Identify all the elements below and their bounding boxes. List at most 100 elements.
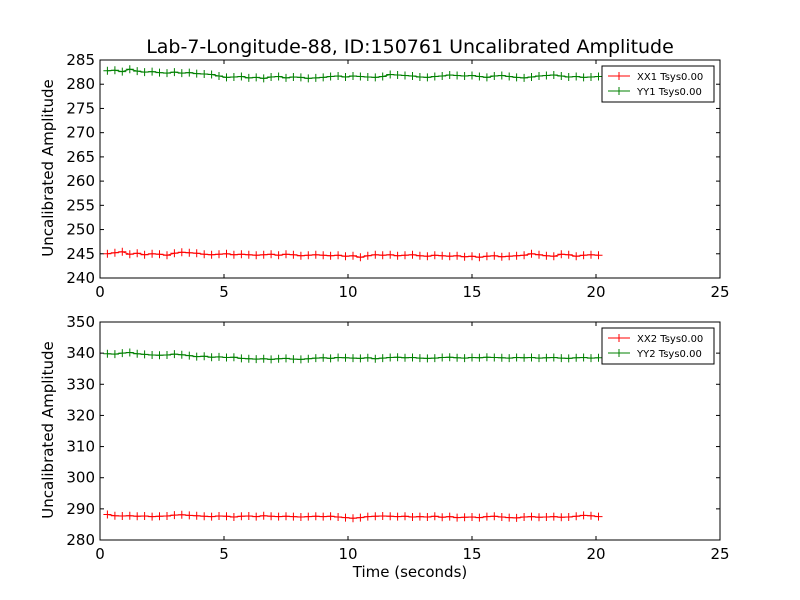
data-point-xx1 [527, 249, 536, 258]
data-point-yy1 [386, 70, 395, 79]
bottom-x-tick-label: 5 [219, 545, 229, 563]
data-point-xx2 [289, 512, 298, 521]
data-point-xx1 [110, 248, 119, 257]
data-point-xx2 [229, 513, 238, 521]
data-point-yy2 [311, 354, 320, 363]
data-point-xx1 [386, 250, 395, 259]
data-point-yy1 [140, 68, 149, 77]
data-point-xx1 [341, 252, 350, 261]
data-point-xx1 [460, 252, 469, 261]
data-point-yy1 [237, 72, 246, 81]
data-point-yy2 [557, 354, 566, 363]
legend-label-xx1: XX1 Tsys0.00 [637, 72, 703, 83]
data-point-xx2 [490, 512, 499, 521]
top-y-axis-label: Uncalibrated Amplitude [39, 79, 57, 256]
bottom-y-tick-label: 340 [66, 344, 95, 362]
data-point-yy1 [415, 73, 424, 81]
data-point-xx1 [222, 249, 231, 258]
data-point-yy2 [520, 353, 529, 362]
data-point-xx1 [334, 251, 343, 260]
data-point-yy2 [445, 353, 454, 362]
data-point-yy1 [475, 72, 484, 81]
data-point-yy1 [252, 73, 261, 82]
bottom-x-tick-label: 15 [462, 545, 481, 563]
data-point-yy1 [118, 67, 127, 76]
data-point-xx2 [177, 510, 186, 519]
data-point-yy2 [282, 354, 290, 363]
data-point-yy2 [572, 353, 581, 362]
data-point-xx2 [274, 512, 283, 521]
data-point-yy1 [267, 73, 276, 81]
data-point-xx2 [363, 512, 372, 521]
data-point-yy1 [222, 73, 231, 82]
data-point-xx2 [520, 513, 529, 521]
data-point-xx1 [192, 249, 201, 258]
data-point-xx1 [215, 250, 223, 259]
data-point-yy2 [103, 349, 112, 358]
data-point-yy2 [490, 353, 499, 362]
data-point-xx1 [356, 253, 365, 262]
data-point-yy2 [148, 351, 157, 359]
data-point-yy2 [401, 353, 409, 362]
data-point-xx1 [133, 249, 142, 258]
data-point-yy1 [356, 72, 365, 81]
data-point-xx1 [252, 251, 261, 260]
data-point-yy2 [192, 352, 201, 361]
data-point-xx2 [267, 512, 276, 521]
data-point-xx2 [200, 512, 209, 521]
data-point-yy2 [118, 349, 127, 358]
data-point-xx1 [453, 251, 462, 260]
data-point-yy2 [535, 354, 543, 363]
data-point-yy1 [170, 68, 179, 77]
data-point-xx2 [125, 511, 134, 520]
data-point-xx1 [319, 251, 328, 260]
data-point-xx1 [401, 251, 409, 260]
data-point-xx1 [237, 250, 246, 259]
data-point-xx2 [549, 512, 558, 521]
data-point-yy1 [512, 73, 521, 82]
data-point-xx1 [304, 251, 313, 260]
data-point-yy1 [542, 71, 551, 80]
data-point-yy2 [527, 353, 536, 362]
data-point-xx2 [244, 512, 253, 520]
data-point-yy1 [453, 71, 462, 80]
data-point-yy2 [304, 354, 313, 363]
data-point-yy2 [497, 353, 506, 362]
chart-title: Lab-7-Longitude-88, ID:150761 Uncalibrat… [146, 36, 674, 58]
data-point-xx2 [564, 513, 573, 521]
legend-label-xx2: XX2 Tsys0.00 [637, 334, 703, 345]
top-plot-frame [99, 59, 721, 279]
data-point-yy2 [356, 354, 365, 363]
data-point-xx1 [267, 250, 276, 259]
top-x-tick-label: 10 [338, 283, 357, 301]
data-point-xx1 [520, 251, 529, 260]
bottom-y-tick-label: 350 [66, 313, 95, 331]
data-point-xx2 [535, 513, 543, 522]
top-x-tick-label: 5 [219, 283, 229, 301]
data-point-xx2 [468, 513, 476, 521]
data-point-yy1 [371, 73, 380, 82]
top-legend-box [601, 65, 715, 103]
data-point-xx2 [133, 512, 142, 521]
data-point-xx1 [378, 251, 387, 260]
data-point-yy1 [408, 72, 417, 80]
data-point-yy2 [423, 354, 432, 363]
data-point-xx1 [363, 251, 372, 260]
data-point-xx2 [170, 511, 179, 520]
bottom-legend-box [601, 327, 715, 365]
data-point-yy2 [386, 353, 395, 362]
data-point-yy1 [401, 71, 409, 80]
data-point-xx1 [244, 250, 253, 259]
data-point-yy1 [215, 72, 223, 80]
top-x-tick-label: 15 [462, 283, 481, 301]
data-point-yy2 [505, 354, 514, 363]
data-point-yy1 [460, 72, 469, 80]
data-point-yy2 [415, 354, 424, 363]
data-point-xx1 [549, 252, 558, 261]
data-point-yy1 [363, 73, 372, 81]
data-point-yy2 [438, 353, 447, 362]
data-point-xx2 [140, 512, 149, 520]
data-point-xx2 [148, 512, 157, 521]
data-point-yy2 [125, 348, 134, 357]
data-point-yy2 [378, 354, 387, 363]
